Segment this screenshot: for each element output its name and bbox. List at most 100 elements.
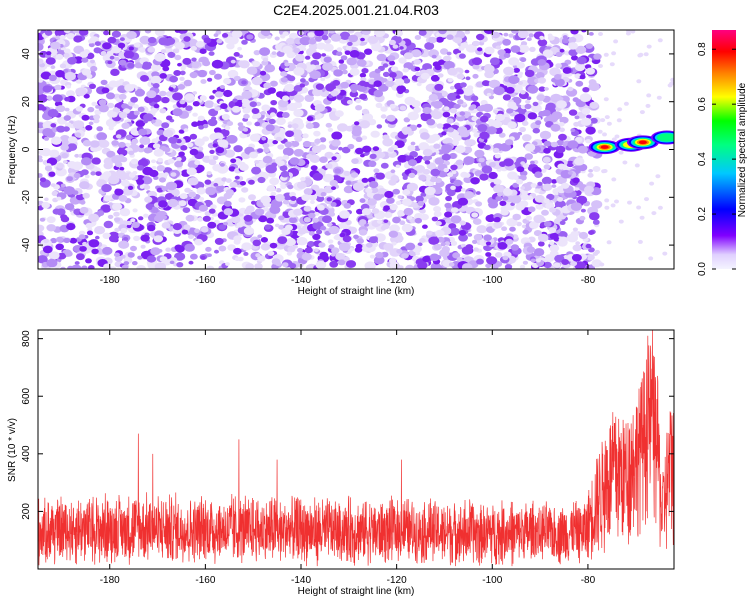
heatmap-noise-cell — [219, 163, 225, 167]
heatmap-noise-cell — [52, 208, 61, 215]
heatmap-noise-cell — [450, 207, 459, 214]
heatmap-noise-cell — [322, 62, 334, 71]
heatmap-noise-cell — [189, 133, 198, 140]
heatmap-noise-cell — [290, 196, 297, 201]
heatmap-noise-cell — [317, 204, 325, 211]
heatmap-noise-cell — [322, 173, 335, 183]
heatmap-noise-cell — [546, 193, 555, 201]
heatmap-noise-cell — [481, 80, 490, 87]
heatmap-noise-cell — [38, 104, 45, 111]
heatmap-noise-cell — [186, 167, 197, 176]
heatmap-noise-cell — [203, 37, 212, 44]
heatmap-noise-cell — [543, 221, 552, 227]
heatmap-noise-cell — [436, 123, 444, 129]
heatmap-noise-cell — [299, 36, 311, 46]
heatmap-noise-cell — [424, 160, 431, 165]
heatmap-noise-cell — [65, 90, 75, 97]
heatmap-noise-cell — [110, 266, 117, 269]
heatmap-noise-cell — [457, 126, 468, 134]
heatmap-noise-cell — [251, 200, 257, 205]
heatmap-noise-cell — [143, 184, 151, 190]
heatmap-noise-cell — [249, 133, 261, 142]
heatmap-noise-cell — [343, 170, 351, 176]
heatmap-noise-cell — [472, 218, 482, 225]
heatmap-noise-cell — [94, 41, 101, 46]
heatmap-noise-cell — [436, 36, 444, 43]
heatmap-noise-cell — [646, 44, 652, 49]
heatmap-noise-cell — [130, 141, 137, 146]
heatmap-noise-cell — [472, 64, 480, 70]
heatmap-noise-cell — [589, 212, 600, 221]
heatmap-noise-cell — [183, 128, 189, 133]
heatmap-noise-cell — [241, 80, 247, 85]
heatmap-noise-cell — [461, 263, 473, 269]
heatmap-noise-cell — [287, 124, 293, 129]
heatmap-noise-cell — [167, 198, 179, 208]
heatmap-noise-cell — [559, 48, 565, 53]
heatmap-noise-cell — [402, 189, 411, 196]
heatmap-noise-cell — [382, 63, 389, 68]
heatmap-noise-cell — [447, 77, 454, 83]
heatmap-noise-cell — [502, 196, 509, 201]
heatmap-noise-cell — [426, 155, 433, 160]
heatmap-noise-cell — [278, 215, 285, 221]
heatmap-noise-cell — [313, 248, 319, 253]
heatmap-noise-cell — [348, 34, 359, 43]
heatmap-noise-cell — [450, 240, 458, 246]
heatmap-noise-cell — [254, 121, 261, 127]
heatmap-noise-cell — [532, 101, 539, 107]
heatmap-noise-cell — [223, 208, 234, 216]
heatmap-noise-cell — [403, 52, 414, 60]
heatmap-noise-cell — [651, 211, 657, 216]
heatmap-noise-cell — [503, 66, 515, 76]
heatmap-noise-cell — [516, 166, 525, 173]
heatmap-noise-cell — [593, 53, 602, 60]
heatmap-noise-cell — [343, 256, 350, 262]
heatmap-noise-cell — [471, 128, 478, 133]
heatmap-noise-cell — [337, 123, 348, 132]
heatmap-noise-cell — [214, 219, 220, 225]
snr-series-line — [38, 330, 674, 567]
heatmap-noise-cell — [80, 169, 89, 176]
heatmap-noise-cell — [362, 113, 374, 122]
heatmap-noise-cell — [542, 183, 553, 191]
heatmap-noise-cell — [40, 71, 52, 80]
heatmap-noise-cell — [293, 148, 304, 157]
heatmap-noise-cell — [508, 75, 520, 84]
heatmap-noise-cell — [568, 42, 578, 50]
heatmap-noise-cell — [315, 83, 324, 90]
heatmap-noise-cell — [585, 243, 592, 249]
heatmap-noise-cell — [123, 261, 130, 266]
heatmap-noise-cell — [78, 234, 86, 240]
heatmap-noise-cell — [160, 49, 167, 54]
heatmap-noise-cell — [114, 188, 124, 196]
heatmap-noise-cell — [416, 123, 422, 128]
heatmap-noise-cell — [296, 237, 308, 246]
heatmap-noise-cell — [255, 101, 262, 107]
heatmap-noise-cell — [499, 200, 507, 206]
heatmap-noise-cell — [372, 146, 380, 152]
heatmap-noise-cell — [254, 263, 263, 269]
heatmap-noise-cell — [488, 200, 499, 209]
heatmap-noise-cell — [464, 172, 471, 178]
heatmap-noise-cell — [587, 172, 594, 178]
heatmap-noise-cell — [379, 194, 385, 198]
heatmap-noise-cell — [611, 137, 617, 142]
heatmap-noise-cell — [121, 122, 130, 129]
heatmap-noise-cell — [66, 176, 73, 182]
heatmap-noise-cell — [370, 130, 380, 138]
heatmap-noise-cell — [503, 158, 514, 167]
heatmap-noise-cell — [137, 255, 143, 260]
heatmap-noise-cell — [561, 259, 569, 265]
heatmap-noise-cell — [570, 30, 579, 35]
heatmap-noise-cell — [327, 127, 334, 132]
heatmap-noise-cell — [477, 124, 488, 132]
heatmap-noise-cell — [246, 34, 254, 40]
heatmap-noise-cell — [139, 136, 151, 145]
heatmap-noise-cell — [402, 175, 408, 180]
heatmap-noise-cell — [79, 30, 89, 36]
heatmap-noise-cell — [448, 262, 455, 267]
heatmap-noise-cell — [447, 172, 454, 178]
heatmap-noise-cell — [284, 62, 290, 67]
heatmap-noise-cell — [202, 60, 211, 67]
